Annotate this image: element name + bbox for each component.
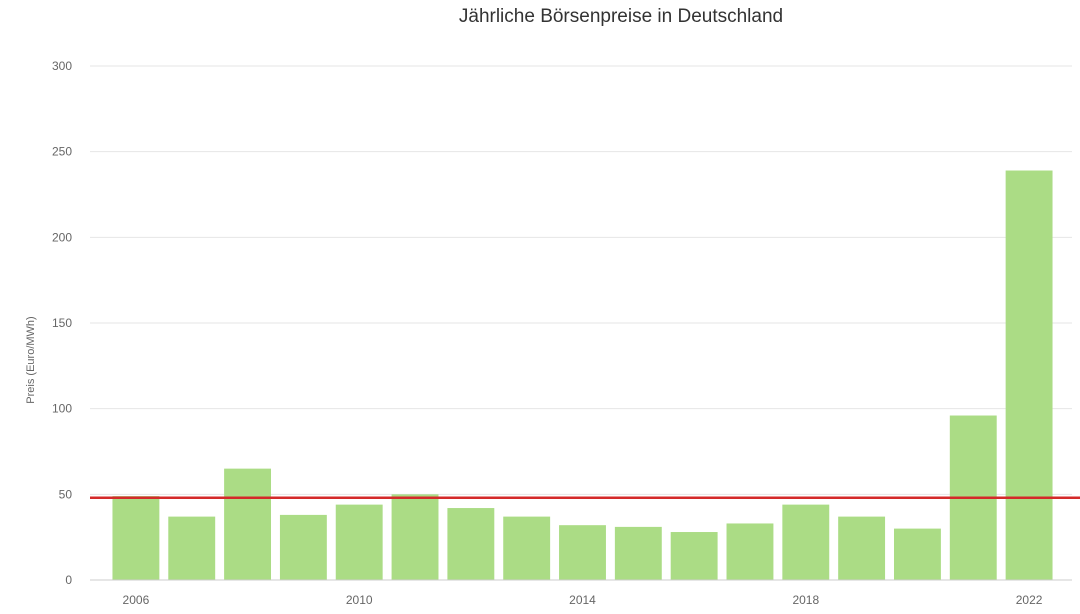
bars [112,170,1053,580]
x-tick-label: 2006 [123,593,150,607]
y-axis-label: Preis (Euro/MWh) [25,316,37,403]
y-tick-label: 300 [52,59,72,73]
bar-2019 [838,516,886,580]
x-tick-label: 2018 [792,593,819,607]
bar-2016 [670,532,718,580]
y-tick-label: 250 [52,145,72,159]
y-tick-label: 0 [65,573,72,587]
bar-2022 [1005,170,1053,580]
bar-2013 [503,516,551,580]
y-tick-label: 200 [52,230,72,244]
gridlines [90,65,1072,495]
x-tick-label: 2010 [346,593,373,607]
bar-2018 [782,504,830,580]
bar-2006 [112,496,160,580]
bar-2012 [447,508,495,580]
y-tick-label: 50 [59,487,73,501]
bar-2014 [559,525,606,580]
bar-2017 [726,523,774,580]
x-tick-label: 2014 [569,593,596,607]
bar-2020 [893,528,941,580]
y-tick-label: 150 [52,316,72,330]
bar-2015 [614,526,662,580]
bar-2011 [391,494,439,580]
bar-2007 [168,516,216,580]
bar-2009 [279,514,327,580]
bar-2008 [224,468,272,580]
x-tick-label: 2022 [1016,593,1043,607]
y-tick-label: 100 [52,402,72,416]
axes: 0 50 100 150 200 250 300 2006 2010 2014 2018 2022 [52,59,1072,607]
chart-title: Jährliche Börsenpreise in Deutschland [459,6,783,27]
bar-2010 [335,504,383,580]
